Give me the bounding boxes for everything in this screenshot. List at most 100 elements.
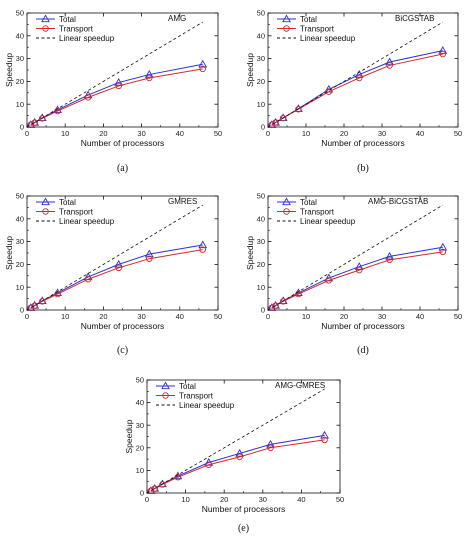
linear-speedup-line	[267, 21, 444, 128]
x-tick-label: 50	[454, 129, 462, 138]
x-tick-label: 30	[378, 312, 386, 321]
y-tick-label: 40	[257, 214, 265, 223]
legend-marker-triangle	[41, 197, 50, 206]
y-axis-title: Speedup	[245, 53, 255, 87]
data-point-circle	[279, 114, 287, 122]
x-tick-label: 0	[266, 312, 270, 321]
x-tick-label: 40	[416, 312, 424, 321]
legend-label: Total	[59, 15, 76, 24]
x-tick-label: 50	[214, 129, 222, 138]
data-point-circle	[386, 256, 393, 264]
data-point-circle	[439, 50, 447, 58]
legend-marker-circle	[42, 208, 49, 215]
x-tick-label: 0	[25, 129, 29, 138]
x-tick-label: 20	[340, 129, 348, 138]
data-point-circle	[54, 107, 61, 115]
data-point-triangle	[438, 46, 448, 54]
x-tick-label: 40	[176, 129, 184, 138]
data-point-circle	[39, 298, 46, 305]
legend-marker-circle	[283, 25, 290, 32]
data-point-circle	[355, 266, 363, 274]
x-tick-label: 10	[61, 129, 69, 138]
data-point-triangle	[385, 57, 394, 66]
y-tick-label: 40	[136, 398, 144, 407]
x-axis-title: Number of processors	[202, 504, 286, 514]
legend-label: Transport	[300, 208, 335, 217]
x-tick-label: 20	[340, 312, 348, 321]
y-axis-title: Speedup	[4, 236, 14, 270]
legend-label: Transport	[59, 25, 94, 34]
y-tick-label: 10	[136, 466, 144, 475]
y-axis-title: Speedup	[124, 419, 134, 453]
linear-speedup-line	[146, 388, 325, 494]
legend-marker-circle	[42, 25, 49, 32]
x-axis-title: Number of processors	[321, 321, 405, 331]
x-tick-label: 40	[416, 129, 424, 138]
x-tick-label: 20	[99, 129, 107, 138]
legend-marker-triangle	[161, 381, 170, 390]
data-point-circle	[54, 290, 61, 298]
data-point-triangle	[144, 249, 154, 258]
data-point-circle	[267, 444, 274, 452]
data-point-circle	[321, 436, 328, 444]
series-line-circle	[30, 68, 203, 126]
data-point-circle	[145, 74, 153, 82]
data-point-triangle	[114, 78, 124, 86]
series-line-circle	[271, 251, 443, 309]
data-point-circle	[31, 119, 38, 126]
data-point-triangle	[198, 240, 208, 249]
data-point-circle	[115, 82, 122, 90]
data-point-circle	[159, 481, 166, 488]
y-tick-label: 0	[20, 306, 24, 315]
legend-label: Linear speedup	[300, 217, 356, 226]
data-point-circle	[325, 277, 333, 284]
x-tick-label: 30	[137, 312, 145, 321]
y-tick-label: 30	[257, 54, 265, 63]
data-point-circle	[84, 94, 92, 101]
x-tick-label: 30	[137, 129, 145, 138]
method-label: AMG-BiCGSTAB	[368, 197, 428, 206]
y-tick-label: 40	[16, 214, 24, 223]
y-tick-label: 20	[257, 260, 265, 269]
data-point-circle	[272, 119, 279, 126]
y-tick-label: 10	[16, 283, 24, 292]
series-line-triangle	[271, 50, 443, 126]
data-point-circle	[174, 473, 182, 481]
panel-label: (d)	[357, 345, 369, 356]
x-tick-label: 50	[336, 495, 344, 504]
y-tick-label: 50	[16, 192, 24, 201]
legend-marker-triangle	[41, 14, 50, 23]
data-point-circle	[205, 461, 213, 469]
linear-speedup-line	[26, 21, 203, 128]
y-tick-label: 30	[257, 237, 265, 246]
y-tick-label: 50	[16, 9, 24, 18]
x-tick-label: 50	[214, 312, 222, 321]
data-point-triangle	[385, 251, 394, 260]
data-point-triangle	[198, 59, 208, 68]
x-tick-label: 30	[259, 495, 267, 504]
data-point-circle	[39, 115, 46, 122]
data-point-circle	[151, 485, 158, 492]
method-label: AMG	[168, 14, 186, 23]
y-tick-label: 10	[257, 100, 265, 109]
data-point-triangle	[114, 259, 124, 268]
x-tick-label: 10	[181, 495, 189, 504]
y-tick-label: 30	[16, 54, 24, 63]
y-tick-label: 20	[257, 77, 265, 86]
data-point-circle	[439, 248, 447, 256]
data-point-circle	[84, 275, 92, 283]
legend-label: Total	[300, 15, 317, 24]
data-point-triangle	[320, 430, 329, 439]
y-axis-title: Speedup	[4, 53, 14, 87]
legend-label: Total	[59, 198, 76, 207]
data-point-circle	[272, 302, 279, 309]
data-point-triangle	[235, 448, 245, 457]
data-point-circle	[236, 453, 243, 461]
y-tick-label: 0	[261, 306, 265, 315]
method-label: BiCGSTAB	[395, 14, 434, 23]
linear-speedup-line	[26, 204, 203, 311]
data-point-circle	[31, 302, 38, 309]
data-point-circle	[199, 65, 206, 73]
legend-label: Linear speedup	[59, 34, 115, 43]
